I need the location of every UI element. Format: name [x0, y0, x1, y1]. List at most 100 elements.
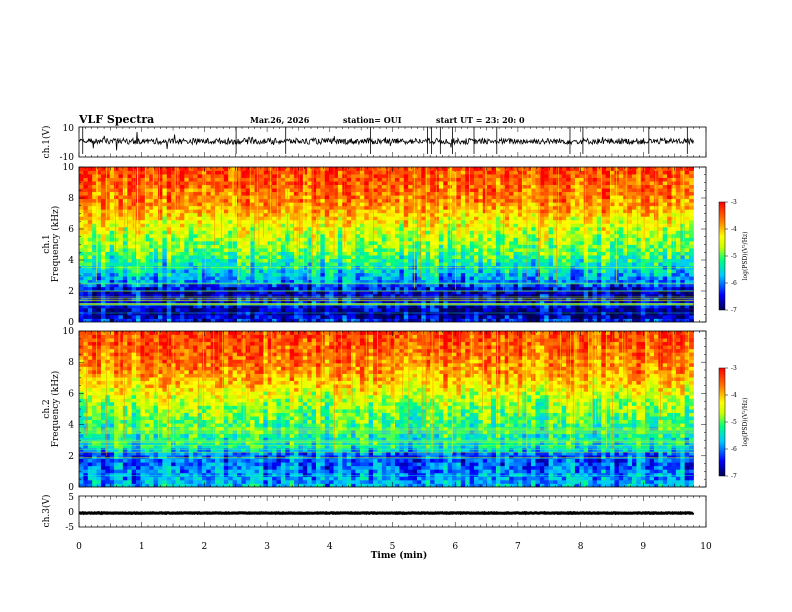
spec1-cell	[193, 209, 198, 214]
spec1-cell	[324, 188, 330, 193]
spec1-cell	[399, 297, 405, 302]
spec1-cell	[215, 279, 220, 284]
spec1-cell	[289, 248, 295, 252]
spec1-cell	[403, 244, 409, 249]
spec1-cell	[131, 276, 137, 281]
spec1-cell	[487, 297, 492, 302]
spec1-cell	[395, 244, 400, 249]
spec1-cell	[355, 286, 361, 291]
spec1-cell	[412, 269, 418, 274]
spec1-cell	[346, 258, 352, 263]
spec1-cell	[87, 279, 93, 284]
spec1-cell	[131, 311, 137, 316]
spec1-cell	[381, 304, 387, 309]
spec1-cell	[443, 297, 449, 302]
spec1-cell	[131, 202, 137, 207]
spec1-cell	[289, 297, 295, 302]
spec1-cell	[197, 237, 203, 242]
spec1-cell	[245, 226, 251, 231]
spec1-cell	[171, 170, 176, 175]
spec1-cell	[430, 170, 435, 175]
spec1-cell	[258, 304, 264, 309]
spec1-cell	[162, 240, 168, 245]
spec1-cell	[254, 255, 260, 259]
spec1-cell	[337, 212, 343, 217]
spec1-cell	[109, 255, 115, 259]
spec1-cell	[513, 318, 519, 322]
spec1-cell	[390, 258, 396, 263]
spec1-cell	[237, 269, 242, 274]
spec1-cell	[351, 262, 356, 267]
spec1-cell	[114, 174, 119, 178]
spec1-cell	[452, 188, 457, 193]
spec1-cell	[487, 240, 492, 245]
spec1-cell	[544, 318, 550, 322]
spec1-cell	[241, 314, 247, 319]
spec1-cell	[316, 191, 321, 196]
spec1-cell	[131, 212, 137, 217]
spec1-cell	[223, 223, 229, 228]
spec1-cell	[100, 181, 106, 186]
spec1-cell	[250, 230, 255, 235]
spec1-cell	[166, 272, 172, 277]
spec1-cell	[250, 174, 255, 178]
spec1-cell	[179, 209, 185, 214]
spec1-cell	[430, 167, 435, 171]
spec1-cell	[193, 318, 198, 322]
spec1-cell	[149, 219, 155, 224]
spec1-cell	[215, 195, 220, 200]
spec1-cell	[386, 304, 392, 309]
spec1-cell	[298, 244, 304, 249]
spec1-cell	[324, 212, 330, 217]
spec1-cell	[197, 300, 203, 305]
spec1-cell	[337, 297, 343, 302]
spec1-cell	[294, 191, 299, 196]
spec1-cell	[342, 286, 348, 291]
spec1-cell	[267, 248, 273, 252]
spec1-cell	[162, 283, 168, 288]
spec1-cell	[250, 226, 255, 231]
spec1-cell	[193, 276, 198, 281]
spec1-cell	[478, 174, 484, 178]
spec1-cell	[206, 304, 212, 309]
spec1-cell	[487, 307, 492, 312]
spec1-cell	[452, 297, 457, 302]
spec1-cell	[210, 170, 216, 175]
spec1-cell	[285, 304, 291, 309]
spec1-cell	[421, 255, 427, 259]
spec1-cell	[87, 311, 93, 316]
spec1-cell	[92, 244, 97, 249]
spec1-cell	[79, 219, 84, 224]
spec1-cell	[267, 276, 273, 281]
spec1-cell	[206, 195, 212, 200]
spec1-cell	[140, 216, 146, 221]
spec1-cell	[337, 174, 343, 178]
spec1-cell	[237, 318, 242, 322]
spec1-cell	[215, 191, 220, 196]
spec1-cell	[430, 177, 435, 182]
spec1-cell	[311, 269, 317, 274]
spec1-cell	[452, 181, 457, 186]
spec1-cell	[539, 230, 545, 235]
spec1-cell	[465, 223, 471, 228]
spec1-cell	[359, 258, 365, 263]
spec1-cell	[285, 177, 291, 182]
spec1-cell	[333, 293, 339, 298]
spec1-cell	[438, 226, 444, 231]
spec1-cell	[504, 181, 510, 186]
spec1-cell	[311, 198, 317, 203]
spec1-cell	[114, 290, 119, 295]
spec1-cell	[92, 233, 97, 238]
spec1-cell	[302, 230, 308, 235]
spec1-cell	[131, 188, 137, 193]
spec1-cell	[158, 290, 163, 295]
spec1-cell	[215, 226, 220, 231]
spec1-cell	[430, 212, 435, 217]
spec1-cell	[522, 219, 528, 224]
spec1-cell	[531, 255, 536, 259]
spec1-cell	[162, 255, 168, 259]
spec1-cell	[346, 223, 352, 228]
spec1-cell	[285, 318, 291, 322]
spec1-cell	[280, 233, 286, 238]
spec1-cell	[487, 300, 492, 305]
